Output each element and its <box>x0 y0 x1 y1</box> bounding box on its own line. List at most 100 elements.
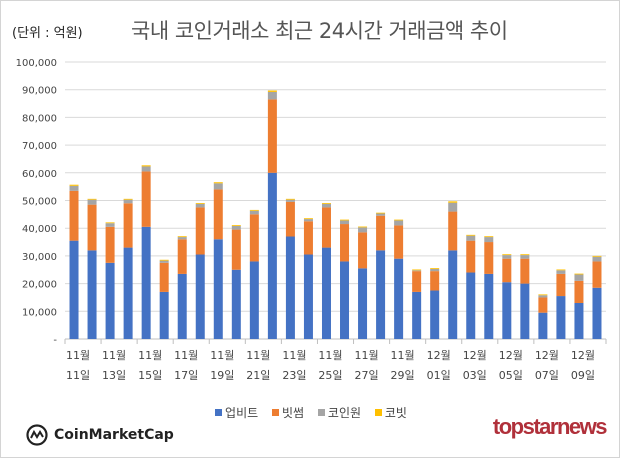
bar-segment-코인원 <box>484 237 494 243</box>
bar-segment-코인원 <box>430 268 440 272</box>
x-tick-label: 21일 <box>246 368 270 382</box>
bar-segment-코빗 <box>213 182 223 184</box>
x-tick-label: 05일 <box>499 368 523 382</box>
y-tick-label: 40,000 <box>22 224 57 235</box>
x-tick-label: 12월 <box>499 349 523 362</box>
bar-segment-빗썸 <box>376 215 386 251</box>
y-tick-label: 90,000 <box>22 86 57 97</box>
bar-segment-업비트 <box>484 273 494 339</box>
bar-segment-코인원 <box>556 270 566 274</box>
bar-segment-업비트 <box>502 282 512 339</box>
topstarnews-logo: topstarnews <box>492 414 608 439</box>
coinmarketcap-logo: CoinMarketCap <box>25 423 174 447</box>
bar-segment-빗썸 <box>321 207 331 248</box>
bar-segment-코빗 <box>321 202 331 204</box>
legend-label: 업비트 <box>225 406 259 420</box>
bar-segment-코빗 <box>592 255 602 257</box>
bar-segment-코인원 <box>466 235 476 241</box>
bar-segment-코빗 <box>105 222 115 224</box>
bar-segment-코빗 <box>538 294 548 296</box>
bar-segment-코인원 <box>448 202 458 212</box>
bar-segment-코인원 <box>141 166 151 172</box>
bar-segment-빗썸 <box>340 224 350 262</box>
bar-segment-코빗 <box>394 219 404 221</box>
bar-segment-업비트 <box>340 261 350 339</box>
bar-segment-빗썸 <box>466 240 476 273</box>
y-tick-label: 30,000 <box>22 252 57 263</box>
bar-segment-업비트 <box>303 254 313 339</box>
x-tick-label: 12월 <box>571 349 595 362</box>
legend-item-korbit: 코빗 <box>374 404 407 421</box>
bar-segment-빗썸 <box>448 211 458 251</box>
bar-segment-업비트 <box>177 273 187 339</box>
bar-segment-코인원 <box>303 219 313 222</box>
x-tick-label: 11월 <box>138 349 162 362</box>
bar-segment-코빗 <box>376 212 386 214</box>
legend-label: 코빗 <box>384 406 407 420</box>
bar-segment-코인원 <box>592 256 602 262</box>
bar-segment-코인원 <box>394 220 404 226</box>
chart-title: 국내 코인거래소 최근 24시간 거래금액 추이 <box>131 19 508 43</box>
x-tick-label: 15일 <box>138 368 162 382</box>
bar-segment-코빗 <box>285 198 295 200</box>
legend-swatch <box>317 409 325 416</box>
bar-segment-코인원 <box>376 213 386 216</box>
bar-segment-업비트 <box>195 254 205 339</box>
x-tick-label: 27일 <box>354 368 378 382</box>
bar-segment-빗썸 <box>249 214 259 262</box>
y-tick-label: 60,000 <box>22 169 57 180</box>
bar-segment-업비트 <box>430 290 440 339</box>
legend-swatch <box>374 409 382 416</box>
bar-segment-빗썸 <box>358 232 368 269</box>
bar-segment-코인원 <box>520 255 530 259</box>
bar-segment-코빗 <box>466 234 476 236</box>
bar-segment-빗썸 <box>412 271 422 292</box>
x-tick-label: 11월 <box>66 349 90 362</box>
bar-segment-빗썸 <box>105 226 115 263</box>
bar-segment-업비트 <box>249 261 259 339</box>
bar-segment-업비트 <box>574 302 584 339</box>
x-tick-label: 11월 <box>282 349 306 362</box>
y-tick-label: 10,000 <box>22 307 57 318</box>
bar-segment-코빗 <box>358 226 368 228</box>
y-tick-label: 80,000 <box>22 113 57 124</box>
legend-item-upbit: 업비트 <box>215 404 258 421</box>
bar-segment-빗썸 <box>574 280 584 303</box>
bar-segment-빗썸 <box>87 204 97 251</box>
x-tick-label: 11월 <box>391 349 415 362</box>
chart-svg: - 10,000 20,000 30,000 40,000 50,000 60,000 70,… <box>16 58 607 382</box>
x-tick-label: 11월 <box>318 349 342 362</box>
bar-segment-업비트 <box>448 250 458 339</box>
bar-segment-빗썸 <box>141 171 151 227</box>
bar-segment-코빗 <box>340 219 350 221</box>
bar-segment-빗썸 <box>159 262 169 292</box>
bar-segment-빗썸 <box>303 221 313 255</box>
bar-segment-빗썸 <box>231 229 241 270</box>
y-tick-label: 70,000 <box>22 141 57 152</box>
bar-segment-빗썸 <box>592 261 602 288</box>
bar-segment-업비트 <box>105 262 115 339</box>
bar-segment-빗썸 <box>394 225 404 259</box>
legend: 업비트 빗썸 코인원 코빗 <box>1 404 619 421</box>
bar-segment-코빗 <box>448 201 458 203</box>
bar-segment-코인원 <box>177 237 187 240</box>
x-tick-label: 11월 <box>102 349 126 362</box>
bar-segment-업비트 <box>69 240 79 339</box>
legend-label: 코인원 <box>327 406 362 420</box>
legend-label: 빗썸 <box>281 406 305 420</box>
bar-segment-코인원 <box>538 295 548 298</box>
bar-segment-코빗 <box>412 269 422 271</box>
bar-segment-업비트 <box>123 247 133 339</box>
bar-segment-업비트 <box>466 272 476 339</box>
bar-segment-업비트 <box>141 226 151 339</box>
x-tick-label: 12월 <box>427 349 451 362</box>
bar-segment-업비트 <box>321 247 331 339</box>
x-tick-label: 01일 <box>427 368 451 382</box>
bar-segment-코빗 <box>249 209 259 211</box>
bar-segment-업비트 <box>231 269 241 339</box>
bar-segment-업비트 <box>285 236 295 339</box>
bar-segment-코인원 <box>502 255 512 259</box>
bar-segment-코인원 <box>105 223 115 227</box>
bar-segment-빗썸 <box>267 99 277 173</box>
bar-segment-코빗 <box>267 90 277 92</box>
